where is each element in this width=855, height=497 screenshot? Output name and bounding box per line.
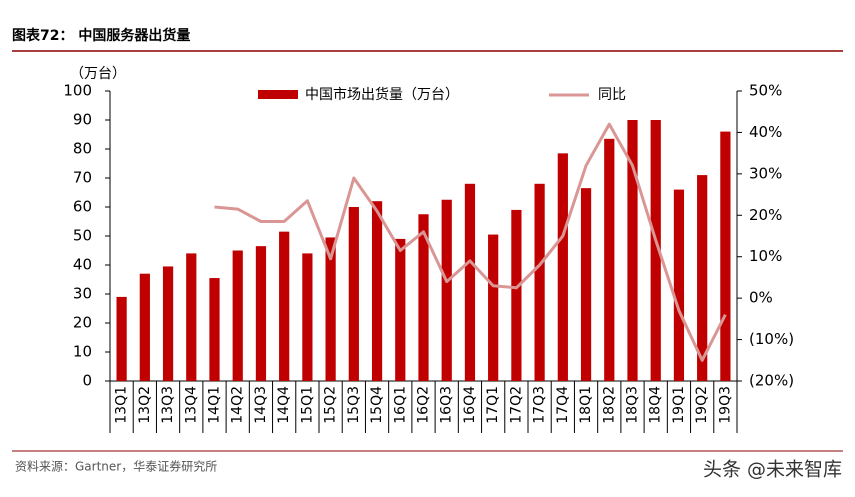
bar xyxy=(511,209,522,381)
bar xyxy=(488,234,499,381)
source-note: 资料来源：Gartner，华泰证券研究所 xyxy=(15,459,217,474)
bar xyxy=(255,246,267,381)
x-tick-label: 13Q2 xyxy=(137,386,153,424)
y-axis-label: （万台） xyxy=(70,66,126,82)
bar xyxy=(720,131,731,381)
y2-tick-label: 20% xyxy=(749,206,782,224)
x-tick-label: 18Q3 xyxy=(625,386,641,424)
bar xyxy=(232,250,243,381)
x-tick-label: 13Q1 xyxy=(114,386,130,424)
bar xyxy=(557,153,568,381)
bar xyxy=(604,138,615,381)
x-tick-label: 14Q1 xyxy=(207,386,223,424)
bar xyxy=(418,214,429,381)
y-tick-label: 30 xyxy=(73,285,92,303)
bar xyxy=(395,238,406,381)
bar xyxy=(441,199,452,381)
x-tick-label: 15Q4 xyxy=(369,386,385,424)
bar xyxy=(162,266,174,381)
bar xyxy=(325,237,336,381)
x-tick-label: 16Q1 xyxy=(392,386,408,424)
bar xyxy=(279,231,290,381)
y2-tick-label: 30% xyxy=(749,164,782,182)
bar xyxy=(673,189,685,381)
bar xyxy=(302,253,313,381)
legend-label: 同比 xyxy=(598,87,626,103)
x-tick-label: 18Q2 xyxy=(601,386,617,424)
x-tick-label: 18Q4 xyxy=(648,386,664,424)
y-tick-label: 40 xyxy=(73,256,92,274)
x-tick-label: 13Q4 xyxy=(183,386,199,424)
y-tick-label: 50 xyxy=(73,227,92,245)
chart-title: 图表72： 中国服务器出货量 xyxy=(12,27,190,44)
x-tick-label: 19Q2 xyxy=(694,386,710,424)
y-tick-label: 80 xyxy=(73,140,92,158)
x-tick-label: 18Q1 xyxy=(578,386,594,424)
y-tick-label: 10 xyxy=(73,343,92,361)
bar xyxy=(186,253,197,381)
x-tick-label: 14Q4 xyxy=(276,386,292,424)
y-tick-label: 20 xyxy=(73,314,92,332)
x-tick-label: 14Q2 xyxy=(230,386,246,424)
x-tick-label: 15Q1 xyxy=(299,386,315,424)
x-tick-label: 19Q3 xyxy=(717,386,733,424)
bar xyxy=(139,273,150,381)
x-tick-label: 17Q4 xyxy=(555,386,571,424)
y2-tick-label: 40% xyxy=(749,123,782,141)
y2-tick-label: (10%) xyxy=(749,330,794,348)
line xyxy=(214,122,727,362)
y-tick-label: 90 xyxy=(73,111,92,129)
x-tick-label: 16Q2 xyxy=(416,386,432,424)
x-tick-label: 13Q3 xyxy=(160,386,176,424)
x-tick-label: 17Q3 xyxy=(532,386,548,424)
x-tick-label: 14Q3 xyxy=(253,386,269,424)
bar xyxy=(209,278,220,381)
x-tick-label: 15Q3 xyxy=(346,386,362,424)
y-tick-label: 0 xyxy=(82,372,92,390)
y-tick-label: 70 xyxy=(73,169,92,187)
y2-tick-label: 10% xyxy=(749,247,782,265)
y2-tick-label: 50% xyxy=(749,82,782,100)
x-tick-label: 15Q2 xyxy=(323,386,339,424)
bar xyxy=(371,201,383,381)
bar xyxy=(650,120,661,381)
y2-tick-label: 0% xyxy=(749,289,773,307)
x-tick-label: 16Q3 xyxy=(439,386,455,424)
bar xyxy=(697,175,708,381)
y-tick-label: 60 xyxy=(73,198,92,216)
legend-swatch xyxy=(258,90,298,99)
x-tick-label: 17Q1 xyxy=(485,386,501,424)
bar xyxy=(534,183,545,381)
x-tick-label: 17Q2 xyxy=(508,386,524,424)
y2-tick-label: (20%) xyxy=(749,372,794,390)
watermark: 头条 @未来智库 xyxy=(703,459,842,481)
x-tick-label: 16Q4 xyxy=(462,386,478,424)
y-tick-label: 100 xyxy=(63,82,92,100)
bar xyxy=(580,188,592,381)
bar xyxy=(348,207,359,381)
legend-label: 中国市场出货量（万台） xyxy=(305,86,459,103)
bar xyxy=(464,183,476,381)
x-tick-label: 19Q1 xyxy=(671,386,687,424)
bar xyxy=(627,120,638,381)
bar xyxy=(116,296,127,381)
